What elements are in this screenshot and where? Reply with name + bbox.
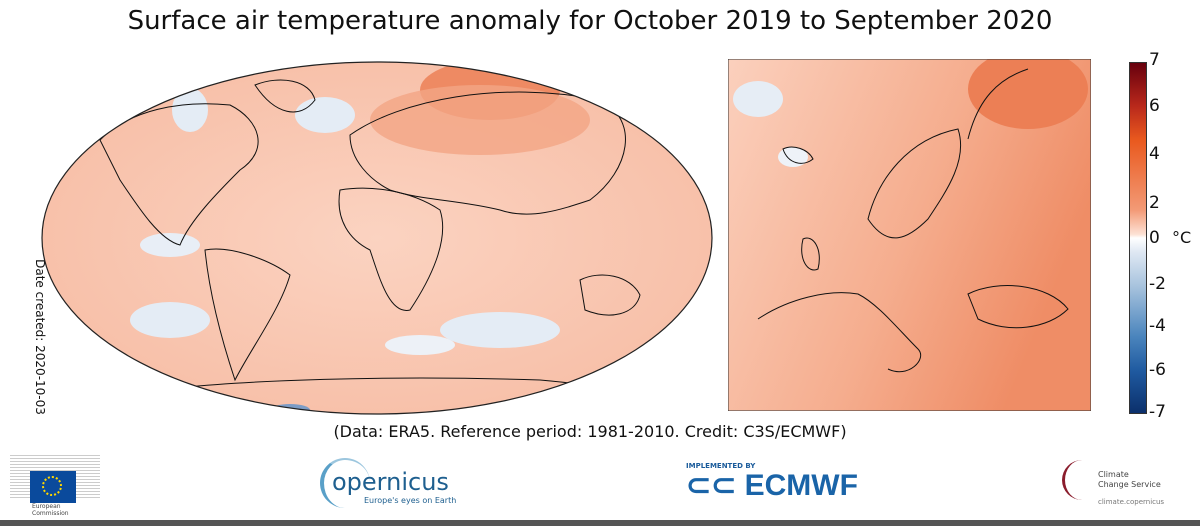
colorbar <box>1129 62 1147 414</box>
ecmwf-waves-icon: ⊂⊂ <box>686 469 737 502</box>
colorbar-tick: -2 <box>1149 274 1166 294</box>
c3s-logo: Climate Change Service climate.copernicu… <box>1062 460 1182 508</box>
ec-line2: Commission <box>32 510 69 517</box>
coastlines <box>757 68 1069 373</box>
copernicus-tagline: Europe's eyes on Earth <box>364 496 457 505</box>
copernicus-logo: opernicus Europe's eyes on Earth <box>320 458 460 508</box>
ecmwf-implemented: IMPLEMENTED BY <box>686 462 756 470</box>
colorbar-tick: 2 <box>1149 193 1160 213</box>
chart-title: Surface air temperature anomaly for Octo… <box>127 6 1053 36</box>
c3s-line1: Climate <box>1098 470 1129 479</box>
europe-map <box>728 59 1091 411</box>
colorbar-tick: 0 <box>1149 228 1160 248</box>
cool-anomaly <box>172 88 208 132</box>
colorbar-tick: 4 <box>1149 144 1160 164</box>
colorbar-tick: -6 <box>1149 360 1166 380</box>
caption: (Data: ERA5. Reference period: 1981-2010… <box>333 422 847 441</box>
ec-line1: European <box>32 503 61 510</box>
colorbar-tick: -4 <box>1149 316 1166 336</box>
ecmwf-name: ECMWF <box>744 469 858 502</box>
bottom-bar <box>0 520 1200 526</box>
ecmwf-logo: IMPLEMENTED BY ⊂⊂ ECMWF <box>686 462 876 506</box>
eu-flag-icon <box>30 471 76 503</box>
thermometer-cloud-icon <box>1062 460 1102 500</box>
european-commission-logo: European Commission <box>10 455 100 517</box>
copernicus-name: opernicus <box>332 468 449 496</box>
c3s-url: climate.copernicus <box>1098 498 1165 506</box>
colorbar-unit: °C <box>1172 228 1192 247</box>
colorbar-tick: 6 <box>1149 96 1160 116</box>
colorbar-tick: -7 <box>1149 402 1166 422</box>
colorbar-tick: 7 <box>1149 50 1160 70</box>
world-map <box>41 61 713 415</box>
c3s-line2: Change Service <box>1098 480 1161 489</box>
